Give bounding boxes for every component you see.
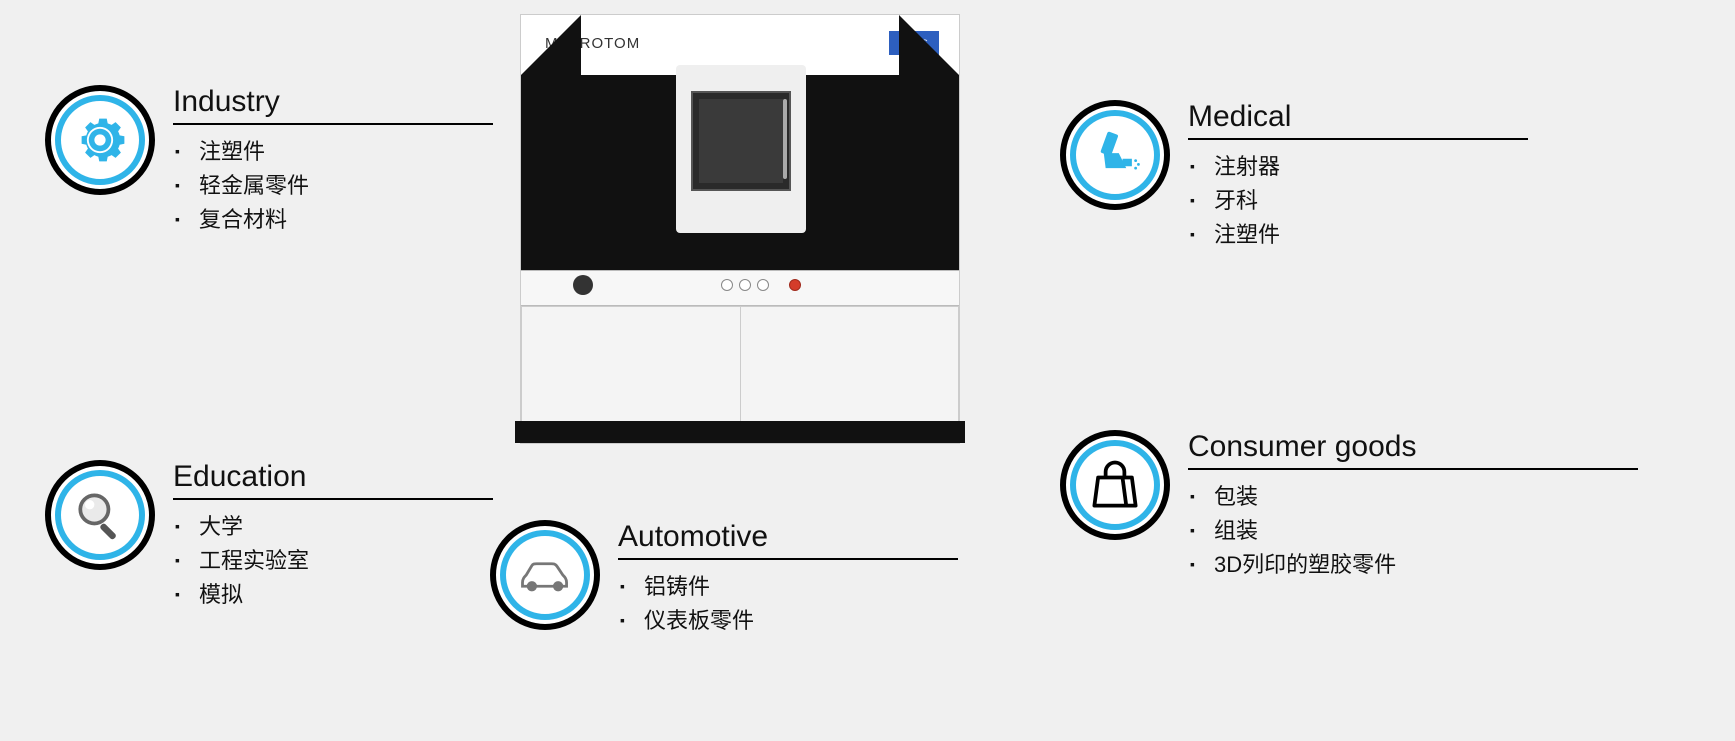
list-item: 复合材料 (199, 203, 493, 237)
list-item: 组装 (1214, 514, 1638, 548)
item-list: 铝铸件仪表板零件 (618, 570, 958, 638)
section-consumer: Consumer goods 包装组装3D列印的塑胶零件 (1060, 430, 1638, 582)
list-item: 牙科 (1214, 184, 1528, 218)
section-education: Education 大学工程实验室模拟 (45, 460, 493, 612)
gear-icon (45, 85, 155, 195)
item-list: 注射器牙科注塑件 (1188, 150, 1528, 252)
list-item: 模拟 (199, 578, 493, 612)
inhaler-icon (1060, 100, 1170, 210)
list-item: 轻金属零件 (199, 169, 493, 203)
list-item: 大学 (199, 510, 493, 544)
list-item: 注塑件 (199, 135, 493, 169)
section-medical: Medical 注射器牙科注塑件 (1060, 100, 1528, 252)
list-item: 3D列印的塑胶零件 (1214, 548, 1638, 582)
list-item: 注射器 (1214, 150, 1528, 184)
section-title: Automotive (618, 520, 958, 560)
section-title: Education (173, 460, 493, 500)
magnifier-icon (45, 460, 155, 570)
list-item: 包装 (1214, 480, 1638, 514)
car-icon (490, 520, 600, 630)
list-item: 工程实验室 (199, 544, 493, 578)
section-industry: Industry 注塑件轻金属零件复合材料 (45, 85, 493, 237)
section-title: Industry (173, 85, 493, 125)
item-list: 大学工程实验室模拟 (173, 510, 493, 612)
list-item: 注塑件 (1214, 218, 1528, 252)
section-automotive: Automotive 铝铸件仪表板零件 (490, 520, 958, 638)
bag-icon (1060, 430, 1170, 540)
item-list: 注塑件轻金属零件复合材料 (173, 135, 493, 237)
list-item: 铝铸件 (644, 570, 958, 604)
section-title: Consumer goods (1188, 430, 1638, 470)
machine-image: METROTOM ZEISS (520, 14, 960, 444)
list-item: 仪表板零件 (644, 604, 958, 638)
section-title: Medical (1188, 100, 1528, 140)
item-list: 包装组装3D列印的塑胶零件 (1188, 480, 1638, 582)
